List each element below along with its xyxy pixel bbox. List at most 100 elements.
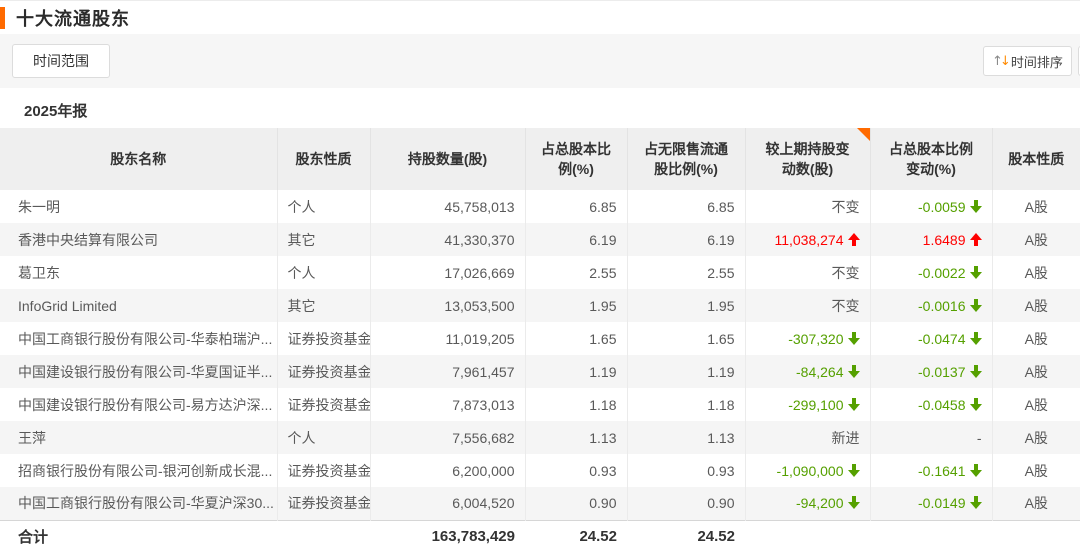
partial-button[interactable] [1077,46,1080,76]
cell-change_shares: 不变 [745,256,871,289]
table-row: 中国建设银行股份有限公司-华夏国证半... 证券投资基金 7,961,457 1.19… [0,355,1080,388]
table-row: 香港中央结算有限公司 其它 41,330,370 6.19 6.19 11,038,274… [0,223,1080,256]
column-header-name: 股东名称 [0,128,278,190]
cell-pct_total: 0.93 [525,454,628,487]
cell-pct_float: 1.18 [627,388,746,421]
cell-name: 中国建设银行股份有限公司-易方达沪深... [0,388,278,421]
arrow-down-icon [969,199,982,213]
cell-name: 招商银行股份有限公司-银河创新成长混... [0,454,278,487]
table-row: InfoGrid Limited 其它 13,053,500 1.95 1.95 不变 -0… [0,289,1080,322]
cell-pct_total: 6.19 [525,223,628,256]
cell-change_shares: -94,200 [745,487,871,520]
cell-change_shares: -299,100 [745,388,871,421]
sort-arrows-icon: ↑↓ [992,53,1011,69]
arrow-down-icon [847,331,860,345]
cell-pct_total: 1.18 [525,388,628,421]
cell-change_shares: -307,320 [745,322,871,355]
cell-change_shares: -1,090,000 [745,454,871,487]
cell-shares: 7,556,682 [370,421,526,454]
shareholders-table: 股东名称 股东性质 持股数量(股) 占总股本比 例(%) 占无限售流通 股比例(%) 较上… [0,128,1080,552]
cell-shares: 45,758,013 [370,190,526,223]
cell-shares: 13,053,500 [370,289,526,322]
cell-pct_float: 24.52 [627,519,745,552]
arrow-down-icon [847,463,860,477]
cell-pct_float: 1.95 [627,289,746,322]
arrow-down-icon [969,331,982,345]
table-row: 中国建设银行股份有限公司-易方达沪深... 证券投资基金 7,873,013 1.18… [0,388,1080,421]
cell-nature [277,519,370,552]
arrow-up-icon [969,232,982,246]
cell-name: 中国建设银行股份有限公司-华夏国证半... [0,355,278,388]
table-row: 葛卫东 个人 17,026,669 2.55 2.55 不变 -0.0022 A股 [0,256,1080,289]
cell-share_type: A股 [1024,462,1048,479]
cell-shares: 6,200,000 [370,454,526,487]
table-row: 朱一明 个人 45,758,013 6.85 6.85 不变 -0.0059 A股 [0,190,1080,223]
column-header-change_pct: 占总股本比例 变动(%) [870,128,993,190]
time-sort-label: 时间排序 [1010,54,1063,70]
cell-change_pct: - [870,421,993,454]
accent-bar [0,6,5,29]
table-row: 招商银行股份有限公司-银河创新成长混... 证券投资基金 6,200,000 0.93… [0,454,1080,487]
cell-change_pct: -0.1641 [870,454,993,487]
cell-name: 中国工商银行股份有限公司-华泰柏瑞沪... [0,322,278,355]
cell-shares: 11,019,205 [370,322,526,355]
time-sort-button[interactable]: ↑↓ 时间排序 [983,46,1072,76]
cell-name: 合计 [0,519,277,552]
cell-nature: 其它 [277,289,371,322]
sort-corner-icon [856,128,870,141]
cell-share_type: A股 [1024,231,1048,248]
cell-name: 香港中央结算有限公司 [0,223,278,256]
cell-change_shares: 新进 [745,421,871,454]
cell-change_shares: 不变 [745,190,871,223]
cell-share_type: A股 [1024,363,1048,380]
cell-nature: 证券投资基金 [277,487,371,520]
arrow-down-icon [969,496,982,510]
arrow-up-icon [847,232,860,246]
cell-change_pct: -0.0022 [870,256,993,289]
cell-name: 王萍 [0,421,278,454]
cell-nature: 证券投资基金 [277,355,371,388]
cell-change_shares: 11,038,274 [745,223,871,256]
arrow-down-icon [969,397,982,411]
cell-change_shares: 不变 [745,289,871,322]
cell-pct_float: 0.93 [627,454,746,487]
column-header-shares: 持股数量(股) [370,128,526,190]
cell-change_shares [745,519,870,552]
time-range-button[interactable]: 时间范围 [12,44,110,78]
table-head: 股东名称 股东性质 持股数量(股) 占总股本比 例(%) 占无限售流通 股比例(%) 较上… [0,128,1080,190]
cell-pct_total: 1.13 [525,421,628,454]
cell-pct_float: 2.55 [627,256,746,289]
table-row: 王萍 个人 7,556,682 1.13 1.13 新进 - A股 [0,421,1080,454]
arrow-down-icon [969,298,982,312]
arrow-down-icon [969,265,982,279]
cell-nature: 个人 [277,256,371,289]
cell-pct_float: 1.65 [627,322,746,355]
cell-change_pct: -0.0149 [870,487,993,520]
cell-pct_total: 0.90 [525,487,628,520]
cell-change_pct: -0.0474 [870,322,993,355]
title-row: 十大流通股东 [0,0,1080,34]
cell-name: 朱一明 [0,190,278,223]
cell-share_type: A股 [1024,330,1048,347]
column-header-pct_total: 占总股本比 例(%) [525,128,628,190]
period-label: 2025年报 [0,88,1080,128]
table-row: 中国工商银行股份有限公司-华夏沪深30... 证券投资基金 6,004,520 0.9… [0,487,1080,520]
cell-pct_total: 6.85 [525,190,628,223]
cell-shares: 163,783,429 [370,519,525,552]
cell-pct_total: 2.55 [525,256,628,289]
arrow-down-icon [847,397,860,411]
cell-change_pct: 1.6489 [870,223,993,256]
cell-nature: 个人 [277,421,371,454]
arrow-down-icon [847,364,860,378]
cell-change_pct: -0.0137 [870,355,993,388]
cell-share_type: A股 [1024,495,1048,512]
cell-nature: 证券投资基金 [277,454,371,487]
cell-pct_float: 1.19 [627,355,746,388]
cell-pct_float: 0.90 [627,487,746,520]
cell-pct_total: 1.65 [525,322,628,355]
arrow-down-icon [969,364,982,378]
cell-nature: 证券投资基金 [277,388,371,421]
column-header-pct_float: 占无限售流通 股比例(%) [627,128,746,190]
column-header-nature: 股东性质 [277,128,371,190]
